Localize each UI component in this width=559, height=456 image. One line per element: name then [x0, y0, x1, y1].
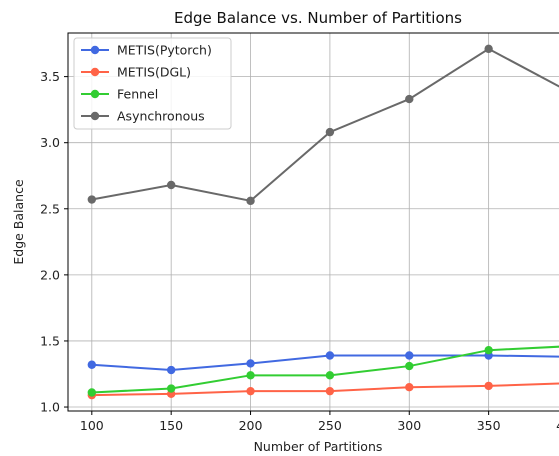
x-tick-label: 100	[80, 418, 104, 433]
x-axis-label: Number of Partitions	[254, 439, 383, 454]
x-tick-label: 350	[477, 418, 501, 433]
data-point-fennel	[405, 361, 414, 371]
data-point-metis-pytorch	[87, 360, 97, 369]
y-axis-ticks: 1.0 1.5 2.0 2.5 3.0 3.5	[40, 69, 68, 415]
y-tick-label: 1.5	[40, 333, 60, 348]
x-axis-ticks: 100 150 200 250 300 350 400	[80, 411, 559, 433]
legend-label: Fennel	[117, 87, 158, 102]
plot-frame	[67, 32, 559, 412]
data-point-metis-pytorch	[246, 359, 255, 368]
x-tick-label: 200	[239, 418, 263, 433]
x-tick-label: 300	[397, 418, 421, 433]
data-point-metis-dgl	[484, 381, 493, 391]
legend-marker	[90, 67, 100, 77]
data-point-asynchronous	[325, 127, 335, 137]
series-layer	[87, 44, 559, 400]
legend-label: METIS(Pytorch)	[117, 43, 212, 58]
legend-label: METIS(DGL)	[117, 65, 191, 80]
data-point-metis-pytorch	[325, 351, 335, 360]
x-tick-label: 250	[318, 418, 342, 433]
legend-box	[73, 37, 232, 130]
data-point-metis-pytorch	[166, 365, 176, 375]
data-point-fennel	[325, 371, 335, 380]
x-tick-label: 400	[556, 418, 559, 433]
legend: METIS(Pytorch) METIS(DGL) Fennel Asynchrono…	[73, 37, 232, 130]
y-tick-label: 3.0	[40, 135, 60, 150]
y-tick-label: 1.0	[40, 400, 60, 415]
data-point-fennel	[484, 346, 493, 355]
data-point-metis-dgl	[246, 386, 255, 396]
data-point-asynchronous	[166, 180, 176, 190]
legend-marker	[90, 89, 100, 99]
legend-label: Asynchronous	[117, 109, 205, 124]
legend-marker	[90, 45, 100, 55]
data-point-fennel	[246, 371, 255, 380]
data-point-asynchronous	[246, 196, 255, 206]
data-point-metis-dgl	[405, 383, 414, 392]
x-tick-label: 150	[159, 418, 183, 433]
data-point-asynchronous	[484, 44, 493, 54]
data-point-fennel	[87, 388, 97, 397]
y-tick-label: 3.5	[40, 69, 60, 84]
chart-title: Edge Balance vs. Number of Partitions	[174, 9, 462, 27]
legend-marker	[90, 111, 100, 121]
y-axis-label: Edge Balance	[11, 179, 26, 265]
data-point-fennel	[166, 384, 176, 393]
data-point-metis-pytorch	[405, 351, 414, 360]
y-tick-label: 2.5	[40, 201, 60, 216]
y-tick-label: 2.0	[40, 267, 60, 282]
data-point-asynchronous	[405, 94, 414, 104]
data-point-asynchronous	[87, 195, 97, 204]
data-point-metis-dgl	[325, 386, 335, 396]
